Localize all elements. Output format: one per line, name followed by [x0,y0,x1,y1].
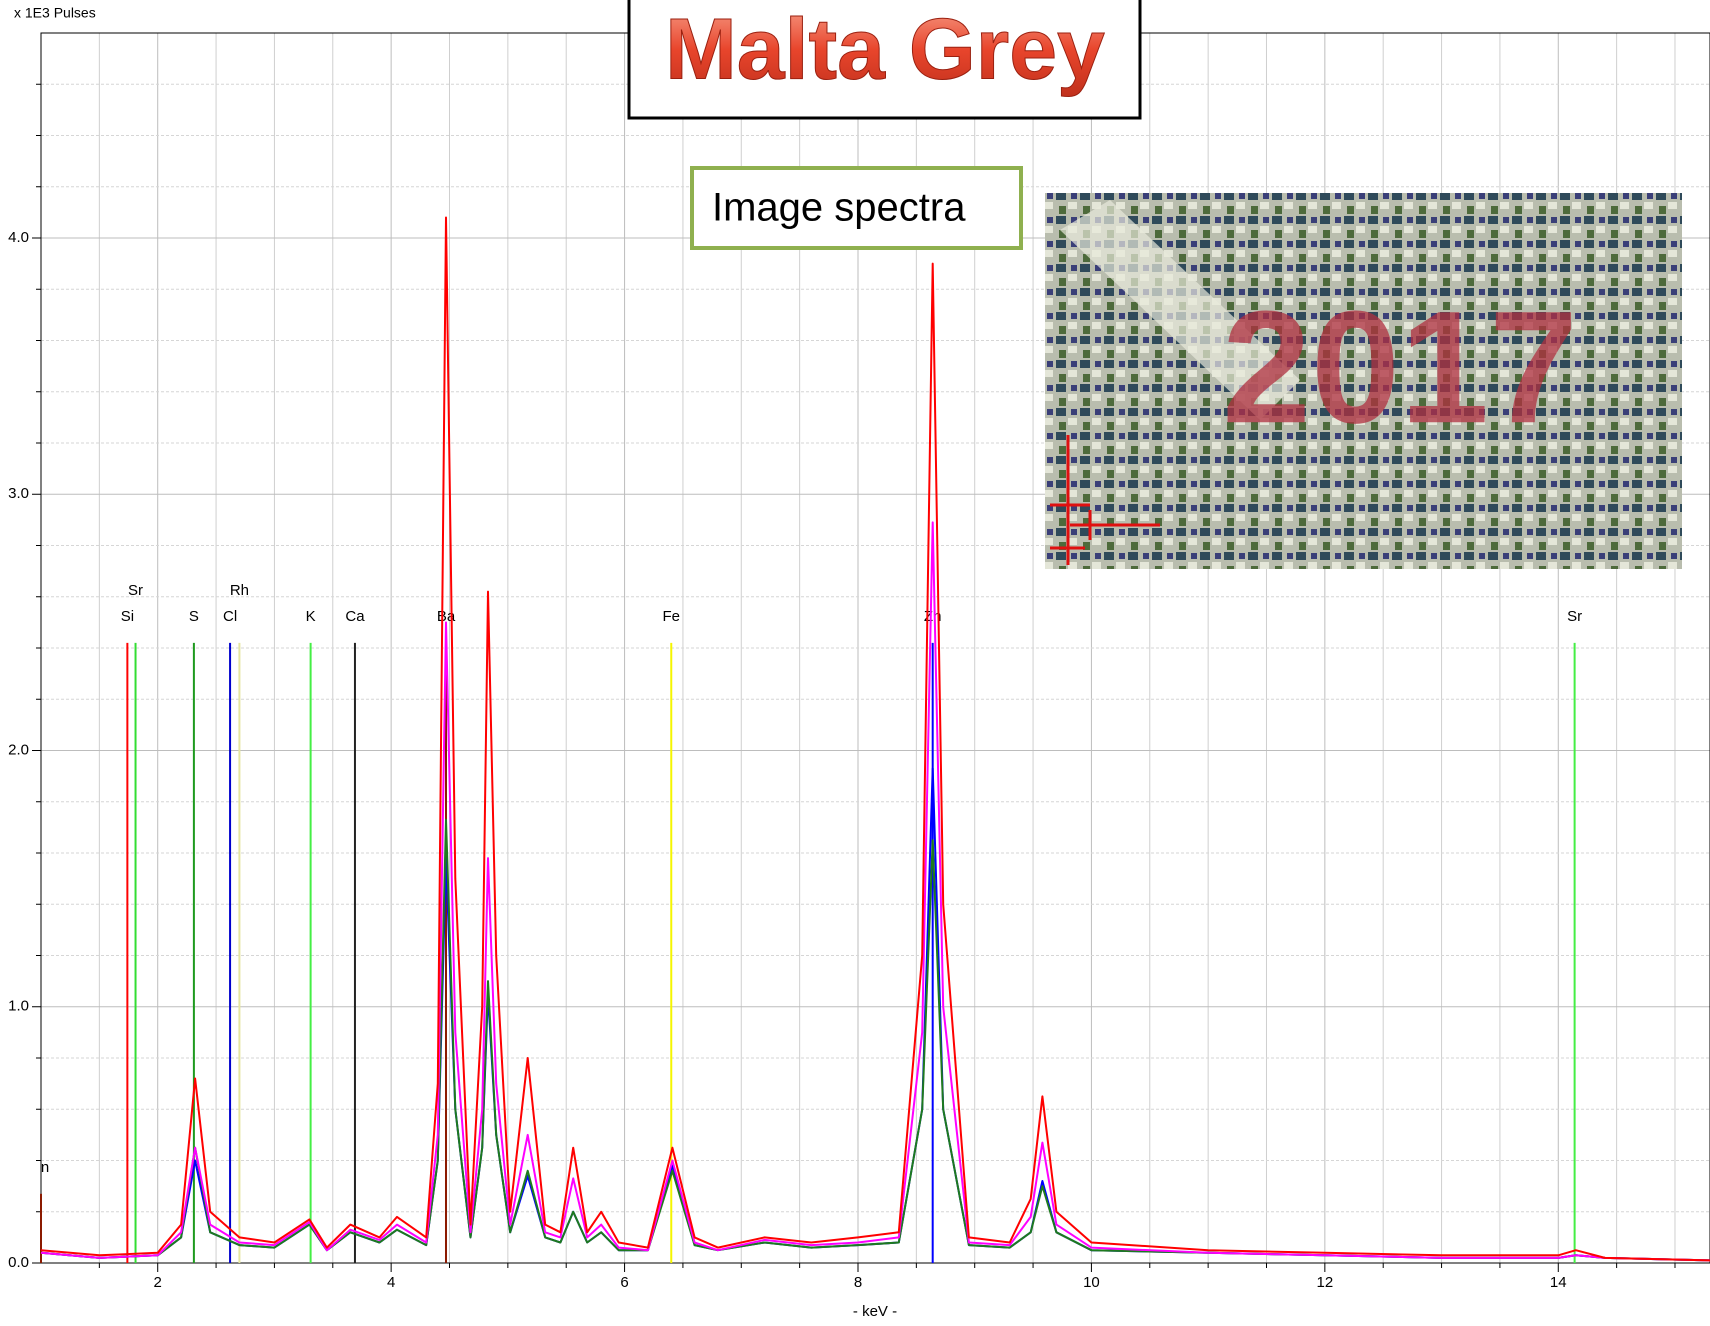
element-label: Ca [345,608,365,625]
element-label: n [41,1159,49,1176]
element-label: S [189,608,199,625]
spectrum-line [41,768,1710,1260]
x-axis-label: - keV - [853,1303,897,1320]
y-tick-label: 0.0 [8,1254,29,1271]
x-tick-label: 14 [1550,1274,1567,1291]
spectrum-line [41,820,1710,1261]
element-label: Cl [223,608,237,625]
chart-title: Malta Grey [665,2,1105,98]
y-tick-label: 4.0 [8,229,29,246]
x-tick-label: 2 [154,1274,162,1291]
y-tick-label: 1.0 [8,998,29,1015]
annotation-box: Image spectra [692,168,1021,248]
y-tick-label: 3.0 [8,485,29,502]
x-tick-label: 6 [620,1274,628,1291]
y-tick-label: 2.0 [8,741,29,758]
y-axis-label: x 1E3 Pulses [14,5,96,21]
element-label: Sr [1567,608,1582,625]
x-tick-label: 12 [1317,1274,1334,1291]
annotation: Image spectra [712,186,966,230]
element-label: K [306,608,316,625]
element-label: Si [121,608,134,625]
chart: x 1E3 Pulses - keV - 2 4 6 8 10 12 14 0.0 1.0 2.0… [0,0,1710,1326]
inset-image: 2017 [1045,193,1682,569]
x-tick-label: 10 [1083,1274,1100,1291]
x-tick-label: 8 [854,1274,862,1291]
inset-digits: 2017 [1222,277,1578,456]
element-label: Fe [662,608,680,625]
spectrum-line [41,522,1710,1260]
element-label: Sr [128,582,143,599]
x-tick-label: 4 [387,1274,395,1291]
element-label: Rh [230,582,249,599]
title-box: Malta Grey [629,0,1140,118]
